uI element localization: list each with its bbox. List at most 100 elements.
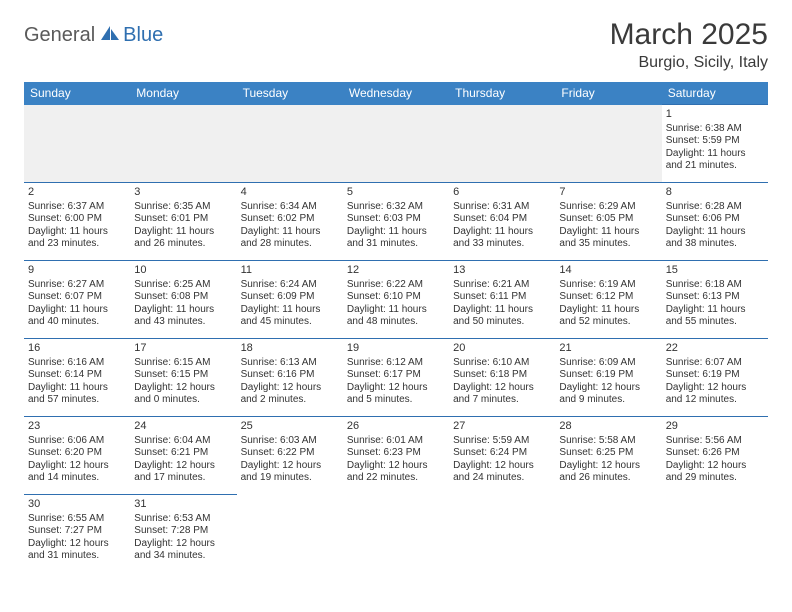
daylight-text: Daylight: 11 hours and 52 minutes. [559,304,657,329]
calendar-cell: 4Sunrise: 6:34 AMSunset: 6:02 PMDaylight… [237,183,343,261]
calendar-cell [343,495,449,573]
sunrise-text: Sunrise: 6:04 AM [134,435,232,448]
sunrise-text: Sunrise: 6:29 AM [559,201,657,214]
calendar-cell: 1Sunrise: 6:38 AMSunset: 5:59 PMDaylight… [662,105,768,183]
sunrise-text: Sunrise: 6:09 AM [559,357,657,370]
sunset-text: Sunset: 6:20 PM [28,447,126,460]
sunrise-text: Sunrise: 5:59 AM [453,435,551,448]
day-number: 10 [134,264,232,278]
calendar-cell: 2Sunrise: 6:37 AMSunset: 6:00 PMDaylight… [24,183,130,261]
calendar-cell: 5Sunrise: 6:32 AMSunset: 6:03 PMDaylight… [343,183,449,261]
calendar-cell [343,105,449,183]
day-number: 13 [453,264,551,278]
sunrise-text: Sunrise: 6:28 AM [666,201,764,214]
sunrise-text: Sunrise: 6:25 AM [134,279,232,292]
daylight-text: Daylight: 12 hours and 9 minutes. [559,382,657,407]
calendar-head: SundayMondayTuesdayWednesdayThursdayFrid… [24,82,768,105]
calendar-cell: 9Sunrise: 6:27 AMSunset: 6:07 PMDaylight… [24,261,130,339]
sunrise-text: Sunrise: 6:34 AM [241,201,339,214]
day-number: 24 [134,420,232,434]
day-number: 5 [347,186,445,200]
calendar-cell: 19Sunrise: 6:12 AMSunset: 6:17 PMDayligh… [343,339,449,417]
day-header: Saturday [662,82,768,105]
day-number: 30 [28,498,126,512]
calendar-table: SundayMondayTuesdayWednesdayThursdayFrid… [24,82,768,573]
day-number: 27 [453,420,551,434]
logo-text-general: General [24,24,95,47]
calendar-cell: 14Sunrise: 6:19 AMSunset: 6:12 PMDayligh… [555,261,661,339]
daylight-text: Daylight: 11 hours and 50 minutes. [453,304,551,329]
calendar-cell: 10Sunrise: 6:25 AMSunset: 6:08 PMDayligh… [130,261,236,339]
day-number: 20 [453,342,551,356]
daylight-text: Daylight: 12 hours and 29 minutes. [666,460,764,485]
calendar-cell: 7Sunrise: 6:29 AMSunset: 6:05 PMDaylight… [555,183,661,261]
sunset-text: Sunset: 6:17 PM [347,369,445,382]
sunset-text: Sunset: 6:08 PM [134,291,232,304]
sunset-text: Sunset: 6:12 PM [559,291,657,304]
sunrise-text: Sunrise: 6:55 AM [28,513,126,526]
sunrise-text: Sunrise: 6:16 AM [28,357,126,370]
logo: General Blue [24,24,163,47]
day-number: 21 [559,342,657,356]
day-number: 9 [28,264,126,278]
daylight-text: Daylight: 11 hours and 48 minutes. [347,304,445,329]
day-number: 6 [453,186,551,200]
day-number: 3 [134,186,232,200]
calendar-cell: 24Sunrise: 6:04 AMSunset: 6:21 PMDayligh… [130,417,236,495]
daylight-text: Daylight: 12 hours and 17 minutes. [134,460,232,485]
sunrise-text: Sunrise: 5:58 AM [559,435,657,448]
day-header: Tuesday [237,82,343,105]
daylight-text: Daylight: 12 hours and 31 minutes. [28,538,126,563]
sunrise-text: Sunrise: 6:32 AM [347,201,445,214]
day-header: Thursday [449,82,555,105]
day-number: 17 [134,342,232,356]
calendar-cell: 27Sunrise: 5:59 AMSunset: 6:24 PMDayligh… [449,417,555,495]
sunset-text: Sunset: 6:19 PM [666,369,764,382]
logo-text-blue: Blue [123,24,163,47]
logo-sail-icon [99,24,121,47]
day-header: Wednesday [343,82,449,105]
calendar-cell: 17Sunrise: 6:15 AMSunset: 6:15 PMDayligh… [130,339,236,417]
sunrise-text: Sunrise: 6:37 AM [28,201,126,214]
calendar-row: 23Sunrise: 6:06 AMSunset: 6:20 PMDayligh… [24,417,768,495]
sunrise-text: Sunrise: 6:03 AM [241,435,339,448]
day-number: 28 [559,420,657,434]
day-number: 7 [559,186,657,200]
sunset-text: Sunset: 6:02 PM [241,213,339,226]
sunset-text: Sunset: 6:01 PM [134,213,232,226]
sunset-text: Sunset: 6:06 PM [666,213,764,226]
daylight-text: Daylight: 12 hours and 0 minutes. [134,382,232,407]
sunset-text: Sunset: 6:16 PM [241,369,339,382]
sunset-text: Sunset: 6:25 PM [559,447,657,460]
calendar-row: 30Sunrise: 6:55 AMSunset: 7:27 PMDayligh… [24,495,768,573]
daylight-text: Daylight: 11 hours and 40 minutes. [28,304,126,329]
daylight-text: Daylight: 12 hours and 22 minutes. [347,460,445,485]
sunset-text: Sunset: 6:22 PM [241,447,339,460]
title-block: March 2025 Burgio, Sicily, Italy [610,18,768,72]
calendar-row: 2Sunrise: 6:37 AMSunset: 6:00 PMDaylight… [24,183,768,261]
calendar-cell: 30Sunrise: 6:55 AMSunset: 7:27 PMDayligh… [24,495,130,573]
daylight-text: Daylight: 12 hours and 2 minutes. [241,382,339,407]
daylight-text: Daylight: 11 hours and 55 minutes. [666,304,764,329]
header-row: General Blue March 2025 Burgio, Sicily, … [24,18,768,72]
calendar-cell: 12Sunrise: 6:22 AMSunset: 6:10 PMDayligh… [343,261,449,339]
calendar-cell: 21Sunrise: 6:09 AMSunset: 6:19 PMDayligh… [555,339,661,417]
calendar-cell: 23Sunrise: 6:06 AMSunset: 6:20 PMDayligh… [24,417,130,495]
sunrise-text: Sunrise: 6:38 AM [666,123,764,136]
calendar-cell: 31Sunrise: 6:53 AMSunset: 7:28 PMDayligh… [130,495,236,573]
sunrise-text: Sunrise: 6:27 AM [28,279,126,292]
day-number: 16 [28,342,126,356]
sunset-text: Sunset: 6:15 PM [134,369,232,382]
daylight-text: Daylight: 11 hours and 45 minutes. [241,304,339,329]
sunrise-text: Sunrise: 6:21 AM [453,279,551,292]
calendar-cell [662,495,768,573]
calendar-cell [449,105,555,183]
sunrise-text: Sunrise: 6:06 AM [28,435,126,448]
calendar-cell [555,105,661,183]
daylight-text: Daylight: 12 hours and 14 minutes. [28,460,126,485]
sunrise-text: Sunrise: 6:31 AM [453,201,551,214]
calendar-cell: 13Sunrise: 6:21 AMSunset: 6:11 PMDayligh… [449,261,555,339]
sunset-text: Sunset: 7:28 PM [134,525,232,538]
day-header: Sunday [24,82,130,105]
calendar-body: 1Sunrise: 6:38 AMSunset: 5:59 PMDaylight… [24,105,768,573]
